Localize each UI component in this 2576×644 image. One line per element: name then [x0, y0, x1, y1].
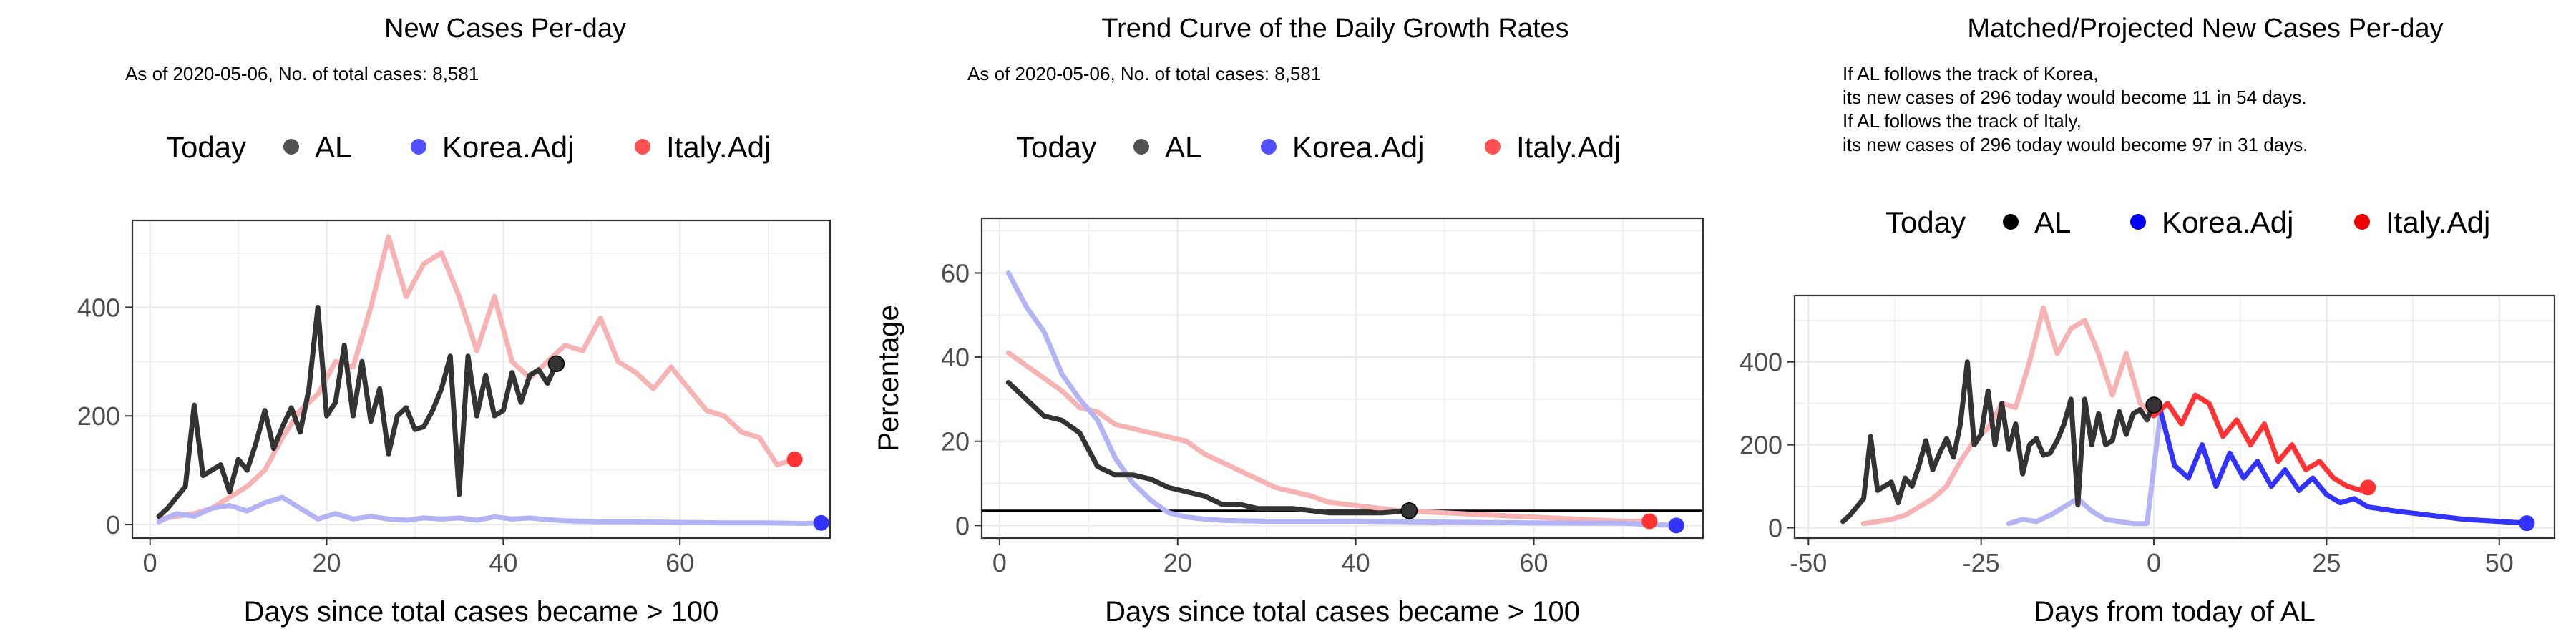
legend-title: Today [1885, 205, 1966, 239]
y-tick-label: 0 [955, 511, 970, 540]
x-tick-label: 20 [312, 548, 341, 577]
today-points [547, 355, 829, 531]
chart-panel-3: Matched/Projected New Cases Per-day If AL… [1740, 14, 2556, 628]
axes: -50 -25 0 25 50 0 200 400 [1740, 348, 2514, 577]
x-axis-title: Days since total cases became > 100 [1105, 596, 1580, 628]
today-point-korea-adj [813, 514, 829, 531]
chart-subtitle-line: As of 2020-05-06, No. of total cases: 8,… [967, 63, 1321, 84]
chart-subtitle-line: its new cases of 296 today would become … [1843, 134, 2308, 155]
y-tick-label: 20 [941, 427, 970, 457]
chart-title: Matched/Projected New Cases Per-day [1967, 14, 2443, 44]
y-tick-label: 40 [941, 343, 970, 372]
legend-key-dot [283, 139, 299, 155]
x-tick-label: 60 [1520, 548, 1548, 577]
chart-title: New Cases Per-day [384, 14, 626, 44]
x-tick-label: 0 [992, 548, 1007, 577]
legend-entry: Korea.Adj [2162, 205, 2293, 239]
today-point-italy-adj [1641, 513, 1658, 530]
legend-key-dot [411, 139, 426, 155]
today-point-al [547, 355, 565, 373]
legend-entry: AL [1165, 130, 1201, 164]
legend-key-dot [1133, 139, 1149, 155]
plot-border [1793, 294, 2556, 540]
legend-key-dot [2354, 214, 2370, 230]
gridlines [1795, 296, 2555, 538]
series-lines [1840, 305, 2529, 527]
legend-key-dot [635, 139, 650, 155]
x-tick-label: 25 [2312, 548, 2341, 577]
series-line-italy-adj [156, 234, 798, 522]
chart-panel-2: Trend Curve of the Daily Growth Rates As … [873, 14, 1704, 628]
legend-entry: Italy.Adj [666, 130, 771, 164]
today-points [1400, 502, 1684, 534]
x-tick-label: -25 [1963, 548, 2000, 577]
x-tick-label: -50 [1790, 548, 1827, 577]
today-points [2145, 396, 2535, 532]
chart-subtitle-line: its new cases of 296 today would become … [1843, 87, 2306, 108]
chart-subtitle-line: If AL follows the track of Korea, [1843, 63, 2098, 84]
series-line-al [1005, 379, 1412, 516]
series-lines [1005, 270, 1679, 528]
plot-border [131, 219, 831, 540]
legend: Today AL Korea.Adj Italy.Adj [1016, 130, 1621, 164]
plot-area [982, 218, 1703, 538]
y-tick-label: 200 [77, 401, 120, 431]
series-line-korea-adj [156, 494, 824, 526]
legend: Today AL Korea.Adj Italy.Adj [166, 130, 771, 164]
x-tick-label: 0 [2147, 548, 2161, 577]
y-tick-label: 60 [941, 258, 970, 288]
x-tick-label: 40 [489, 548, 517, 577]
y-tick-label: 400 [77, 293, 120, 322]
y-tick-label: 0 [1768, 514, 1782, 543]
y-tick-label: 0 [106, 510, 120, 540]
legend-entry: Italy.Adj [2386, 205, 2490, 239]
series-line-al [1840, 359, 2157, 525]
plot-border [980, 217, 1704, 540]
series-line-al [156, 304, 559, 519]
legend-entry: AL [315, 130, 351, 164]
x-axis-title: Days since total cases became > 100 [244, 596, 719, 628]
series-line-korea-adj [1005, 270, 1679, 528]
legend-entry: AL [2034, 205, 2071, 239]
x-tick-label: 0 [143, 548, 157, 577]
legend-entry: Korea.Adj [1292, 130, 1424, 164]
legend-key-dot [2130, 214, 2146, 230]
today-point-al [1400, 502, 1418, 519]
chart-panel-1: New Cases Per-day As of 2020-05-06, No. o… [77, 14, 831, 628]
legend-key-dot [1485, 139, 1501, 155]
x-tick-label: 50 [2485, 548, 2514, 577]
x-axis-title: Days from today of AL [2034, 596, 2316, 628]
chart-subtitle-line: As of 2020-05-06, No. of total cases: 8,… [125, 63, 479, 84]
today-point-al [2145, 396, 2162, 414]
series-lines [156, 234, 824, 526]
today-point-italy-adj [2360, 479, 2376, 496]
y-tick-label: 200 [1740, 431, 1782, 460]
projected-line-italy-adj [2151, 392, 2371, 493]
legend-title: Today [166, 130, 246, 164]
x-tick-label: 40 [1342, 548, 1370, 577]
x-tick-label: 60 [665, 548, 694, 577]
legend-key-dot [2003, 214, 2019, 230]
legend-key-dot [1261, 139, 1277, 155]
y-tick-label: 400 [1740, 348, 1782, 377]
chart-subtitle-line: If AL follows the track of Italy, [1843, 110, 2082, 132]
axes: 0 20 40 60 0 20 40 60 [941, 258, 1548, 577]
today-point-italy-adj [786, 451, 803, 467]
today-point-korea-adj [2519, 515, 2535, 532]
legend-title: Today [1016, 130, 1096, 164]
legend-entry: Italy.Adj [1516, 130, 1621, 164]
x-tick-label: 20 [1163, 548, 1192, 577]
projected-line-korea-adj [2158, 409, 2529, 526]
legend-entry: Korea.Adj [442, 130, 574, 164]
chart-title: Trend Curve of the Daily Growth Rates [1101, 14, 1568, 44]
legend: Today AL Korea.Adj Italy.Adj [1885, 205, 2490, 239]
today-point-korea-adj [1668, 517, 1684, 534]
axes: 0 20 40 60 0 200 400 [77, 293, 694, 577]
y-axis-title: Percentage [873, 305, 904, 452]
